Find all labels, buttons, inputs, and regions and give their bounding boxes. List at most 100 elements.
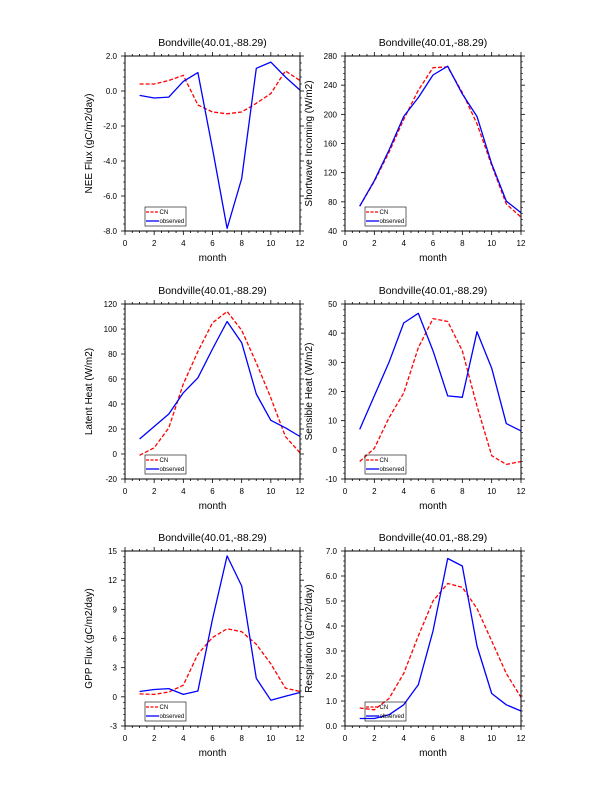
legend-label: CN: [160, 458, 169, 464]
x-tick-label: 6: [431, 487, 436, 496]
y-tick-label: 12: [108, 576, 117, 585]
x-tick-label: 2: [372, 487, 377, 496]
y-tick-label: 3: [113, 664, 118, 673]
plot-frame: [344, 550, 522, 727]
y-tick-label: 0.0: [326, 722, 338, 731]
chart-title: Bondville(40.01,-88.29): [379, 285, 488, 297]
y-tick-label: 40: [108, 400, 117, 409]
x-tick-label: 2: [152, 734, 157, 743]
x-tick-label: 12: [296, 734, 305, 743]
x-tick-label: 4: [181, 734, 186, 743]
y-tick-label: 9: [113, 605, 118, 614]
y-tick-label: 100: [104, 325, 118, 334]
y-tick-label: 30: [328, 358, 337, 367]
y-tick-label: 3.0: [326, 647, 338, 656]
legend-label: CN: [380, 458, 389, 464]
panel-respiration: 0 2 4 6 8 10 12 0.0 1.0 2.0 3.0 4.0 5.0 6.0 7.0 Bondvil…: [304, 532, 526, 759]
y-tick-label: -4.0: [103, 157, 117, 166]
y-axis-label: GPP Flux (gC/m2/day): [84, 588, 95, 688]
panel-nee-flux: 0 2 4 6 8 10 12 -8.0 -6.0 -4.0 -2.0 0.0 2.0 Bondville…: [84, 37, 305, 264]
x-tick-label: 8: [239, 734, 244, 743]
y-tick-label: 2.0: [326, 672, 338, 681]
series-line-cn: [139, 310, 301, 456]
x-axis-label: month: [419, 501, 447, 512]
x-tick-label: 8: [460, 734, 465, 743]
plot-frame: [124, 303, 301, 480]
x-tick-label: 8: [460, 239, 465, 248]
legend: CN observed: [364, 454, 407, 475]
y-tick-label: 120: [324, 169, 338, 178]
x-tick-label: 0: [343, 239, 348, 248]
y-axis-label: Respiration (gC/m2/day): [304, 584, 315, 692]
x-tick-label: 10: [266, 239, 275, 248]
chart-title: Bondville(40.01,-88.29): [158, 285, 267, 297]
x-tick-label: 10: [487, 734, 496, 743]
legend-box: [144, 454, 187, 475]
panel-sensible-heat: 0 2 4 6 8 10 12 -10 0 10 20 30 40 50 Bondville(40.01,-…: [304, 285, 526, 512]
x-tick-label: 4: [401, 487, 406, 496]
legend-label: observed: [380, 714, 405, 720]
x-tick-label: 2: [152, 239, 157, 248]
series-line-cn: [139, 70, 301, 115]
y-tick-label: -8.0: [103, 227, 117, 236]
legend: CN observed: [364, 701, 407, 722]
y-tick-label: 200: [324, 110, 338, 119]
legend: CN observed: [144, 454, 187, 475]
x-axis-label: month: [199, 748, 227, 759]
x-tick-label: 0: [123, 734, 128, 743]
plot-frame: [344, 303, 522, 480]
x-tick-label: 12: [296, 239, 305, 248]
legend-label: CN: [160, 210, 169, 216]
series-line-observed: [359, 65, 522, 214]
series-line-cn: [359, 317, 522, 466]
y-tick-label: 160: [324, 140, 338, 149]
legend-label: CN: [160, 705, 169, 711]
legend-box: [364, 206, 407, 227]
x-axis-label: month: [199, 501, 227, 512]
x-tick-label: 6: [210, 734, 215, 743]
series-line-cn: [359, 582, 522, 711]
legend-box: [144, 206, 187, 227]
y-tick-label: 0: [113, 450, 118, 459]
y-axis-label: NEE Flux (gC/m2/day): [84, 93, 95, 193]
y-tick-label: -2.0: [103, 122, 117, 131]
x-tick-label: 4: [181, 239, 186, 248]
y-tick-label: -3: [110, 722, 118, 731]
x-axis-label: month: [419, 253, 447, 264]
legend-box: [364, 454, 407, 475]
legend-label: observed: [380, 219, 405, 225]
y-tick-label: 40: [328, 227, 337, 236]
legend-label: observed: [160, 219, 185, 225]
y-tick-label: 240: [324, 81, 338, 90]
y-tick-label: 5.0: [326, 597, 338, 606]
x-axis-label: month: [199, 253, 227, 264]
panel-gpp-flux: 0 2 4 6 8 10 12 -3 0 3 6 9 12 15 Bondville(40.01,-88.2…: [84, 532, 305, 759]
y-tick-label: 6.0: [326, 572, 338, 581]
x-tick-label: 8: [239, 239, 244, 248]
y-tick-label: 280: [324, 52, 338, 61]
y-tick-label: 20: [328, 388, 337, 397]
x-tick-label: 10: [266, 487, 275, 496]
y-tick-label: 50: [328, 300, 337, 309]
x-tick-label: 0: [123, 239, 128, 248]
x-tick-label: 6: [210, 487, 215, 496]
y-tick-label: 6: [113, 635, 118, 644]
y-tick-label: 60: [108, 375, 117, 384]
x-tick-label: 8: [460, 487, 465, 496]
series-line-observed: [139, 555, 301, 701]
y-tick-label: 0.0: [106, 87, 118, 96]
y-tick-label: 0: [113, 693, 118, 702]
legend-label: CN: [380, 705, 389, 711]
plot-frame: [344, 55, 522, 232]
chart-title: Bondville(40.01,-88.29): [379, 532, 488, 544]
legend-label: CN: [380, 210, 389, 216]
panel-latent-heat: 0 2 4 6 8 10 12 -20 0 20 40 60 80 100 120 Bondville(40.…: [84, 285, 305, 512]
x-tick-label: 6: [210, 239, 215, 248]
series-line-cn: [139, 628, 301, 696]
series-line-observed: [139, 320, 301, 440]
x-tick-label: 12: [517, 487, 526, 496]
x-tick-label: 6: [431, 734, 436, 743]
x-axis-label: month: [419, 748, 447, 759]
series-line-cn: [359, 66, 522, 218]
